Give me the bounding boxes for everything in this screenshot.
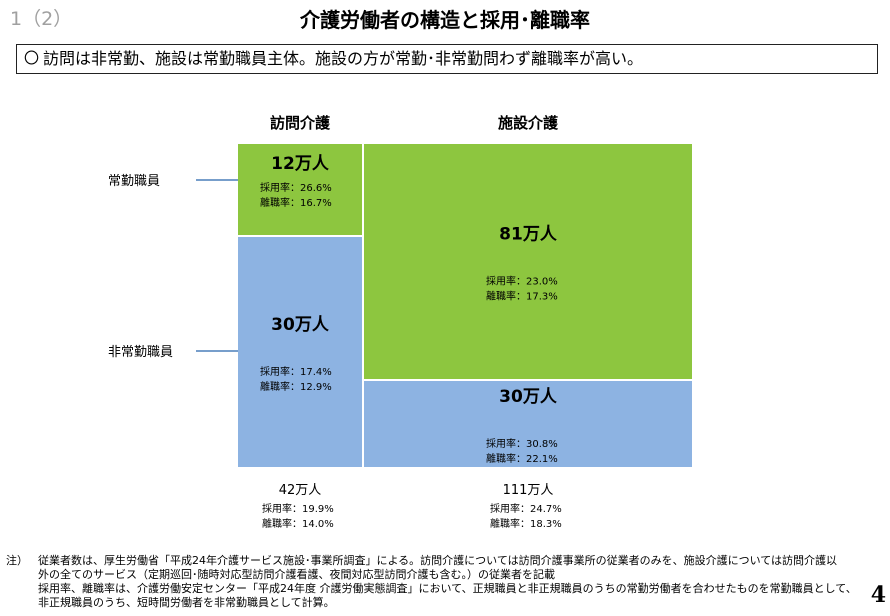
cell-home-parttime [238, 237, 362, 467]
total-hire-rate-label: 採用率：19.9% [262, 502, 334, 515]
mosaic-chart: 12万人採用率：26.6%離職率：16.7%30万人採用率：17.4%離職率：1… [108, 114, 692, 530]
cell-value-label: 30万人 [271, 315, 330, 335]
cell-value-label: 12万人 [271, 154, 330, 174]
cell-leave-rate-label: 離職率：16.7% [260, 196, 332, 209]
note-mark: 注） [6, 554, 28, 567]
cell-facility-parttime [364, 381, 692, 467]
summary-text: 訪問は非常勤、施設は常勤職員主体。施設の方が常勤･非常勤問わず離職率が高い。 [43, 49, 644, 68]
page-number: 4 [870, 582, 886, 608]
cell-leave-rate-label: 離職率：17.3% [486, 290, 558, 303]
note-line-2: 外の全てのサービス（定期巡回･随時対応型訪問介護看護、夜間対応型訪問介護も含む。… [38, 568, 555, 581]
total-hire-rate-label: 採用率：24.7% [490, 502, 562, 515]
cell-leave-rate-label: 離職率：22.1% [486, 452, 558, 465]
cell-home-fulltime [238, 144, 362, 235]
cell-leave-rate-label: 離職率：12.9% [260, 380, 332, 393]
cell-facility-fulltime [364, 144, 692, 379]
total-value-label: 111万人 [503, 483, 554, 498]
cell-value-label: 30万人 [499, 387, 558, 407]
summary-box: 〇 訪問は非常勤、施設は常勤職員主体。施設の方が常勤･非常勤問わず離職率が高い。 [16, 44, 878, 74]
note-line-1: 従業者数は、厚生労働省「平成24年介護サービス施設･事業所調査」による。訪問介護… [38, 554, 838, 567]
note-line-3: 採用率、離職率は、介護労働安定センター「平成24年度 介護労働実態調査」において… [38, 582, 857, 595]
row-label-fulltime: 常勤職員 [108, 174, 160, 189]
cell-hire-rate-label: 採用率：23.0% [486, 275, 558, 288]
total-leave-rate-label: 離職率：18.3% [490, 517, 562, 530]
section-number: 1（2） [10, 8, 73, 30]
column-header-home-care: 訪問介護 [270, 114, 331, 132]
total-leave-rate-label: 離職率：14.0% [262, 517, 334, 530]
total-value-label: 42万人 [279, 483, 322, 498]
column-header-facility-care: 施設介護 [498, 114, 559, 132]
row-label-parttime: 非常勤職員 [108, 345, 173, 360]
cell-value-label: 81万人 [499, 225, 558, 245]
note-line-4: 非正規職員のうち、短時間労働者を非常勤職員として計算。 [38, 596, 335, 609]
bullet-circle-icon: 〇 [24, 49, 40, 67]
slide-title: 介護労働者の構造と採用･離職率 [300, 8, 590, 32]
cell-hire-rate-label: 採用率：26.6% [260, 181, 332, 194]
cell-hire-rate-label: 採用率：17.4% [260, 365, 332, 378]
cell-hire-rate-label: 採用率：30.8% [486, 437, 558, 450]
